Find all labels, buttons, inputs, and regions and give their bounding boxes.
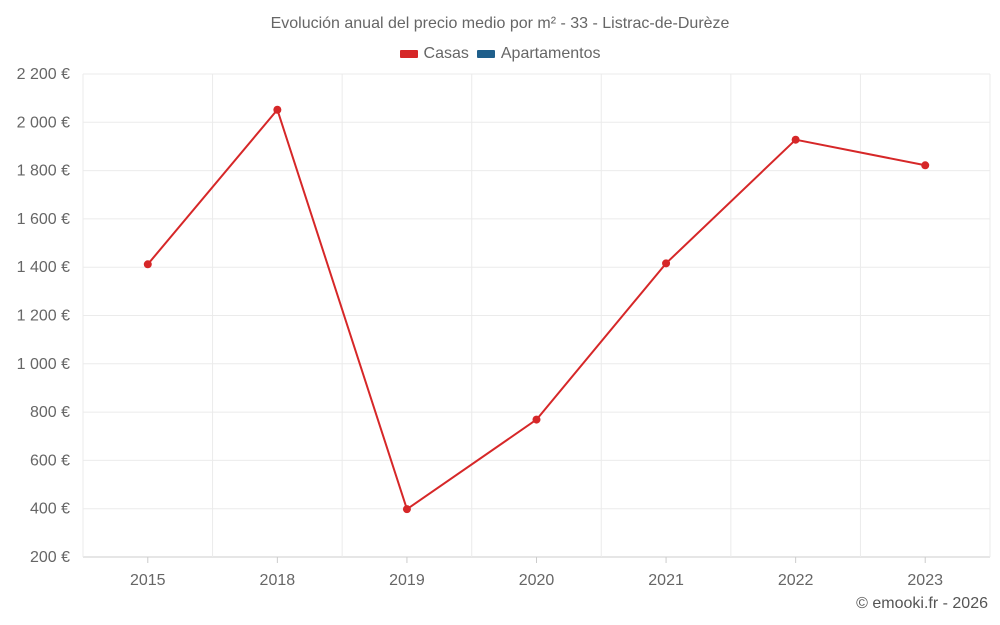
x-tick-label: 2018 bbox=[260, 572, 296, 589]
x-tick-label: 2019 bbox=[389, 572, 425, 589]
data-point-casas-2018[interactable] bbox=[273, 105, 282, 114]
data-point-casas-2019[interactable] bbox=[402, 505, 411, 514]
y-tick-label: 400 € bbox=[30, 501, 70, 518]
chart-title: Evolución anual del precio medio por m² … bbox=[270, 15, 730, 32]
series-line-casas bbox=[147, 108, 926, 511]
data-point-casas-2015[interactable] bbox=[143, 260, 152, 269]
data-point-casas-2020[interactable] bbox=[532, 415, 541, 424]
legend-swatch-casas bbox=[399, 50, 418, 58]
data-point-casas-2021[interactable] bbox=[662, 259, 671, 268]
series-layer bbox=[143, 105, 930, 514]
y-tick-label: 2 000 € bbox=[17, 114, 70, 131]
y-tick-label: 1 800 € bbox=[17, 163, 70, 180]
y-tick-label: 1 600 € bbox=[17, 211, 70, 228]
data-point-casas-2022[interactable] bbox=[791, 135, 800, 144]
x-tick-label: 2023 bbox=[907, 572, 943, 589]
y-tick-label: 1 400 € bbox=[17, 259, 70, 276]
y-tick-label: 200 € bbox=[30, 549, 70, 566]
y-tick-label: 1 200 € bbox=[17, 308, 70, 325]
y-tick-label: 1 000 € bbox=[17, 356, 70, 373]
legend-item-apartamentos[interactable]: Apartamentos bbox=[476, 45, 601, 63]
credit-text: © emooki.fr - 2026 bbox=[856, 595, 988, 612]
legend-swatch-apartamentos bbox=[476, 50, 495, 58]
x-tick-label: 2020 bbox=[519, 572, 555, 589]
legend: Casas Apartamentos bbox=[0, 45, 1000, 63]
data-point-casas-2023[interactable] bbox=[921, 161, 930, 170]
grid-layer bbox=[82, 73, 991, 558]
y-tick-label: 800 € bbox=[30, 404, 70, 421]
y-tick-label: 2 200 € bbox=[17, 66, 70, 83]
x-tick-label: 2015 bbox=[130, 572, 166, 589]
x-tick-label: 2021 bbox=[648, 572, 684, 589]
legend-label-apartamentos: Apartamentos bbox=[500, 45, 601, 62]
legend-label-casas: Casas bbox=[423, 45, 469, 62]
y-tick-label: 600 € bbox=[30, 452, 70, 469]
axis-layer: 200 € 400 € 600 € 800 € 1 000 € 1 200 € 1 400 … bbox=[17, 66, 944, 589]
legend-item-casas[interactable]: Casas bbox=[399, 45, 469, 63]
x-tick-label: 2022 bbox=[778, 572, 814, 589]
